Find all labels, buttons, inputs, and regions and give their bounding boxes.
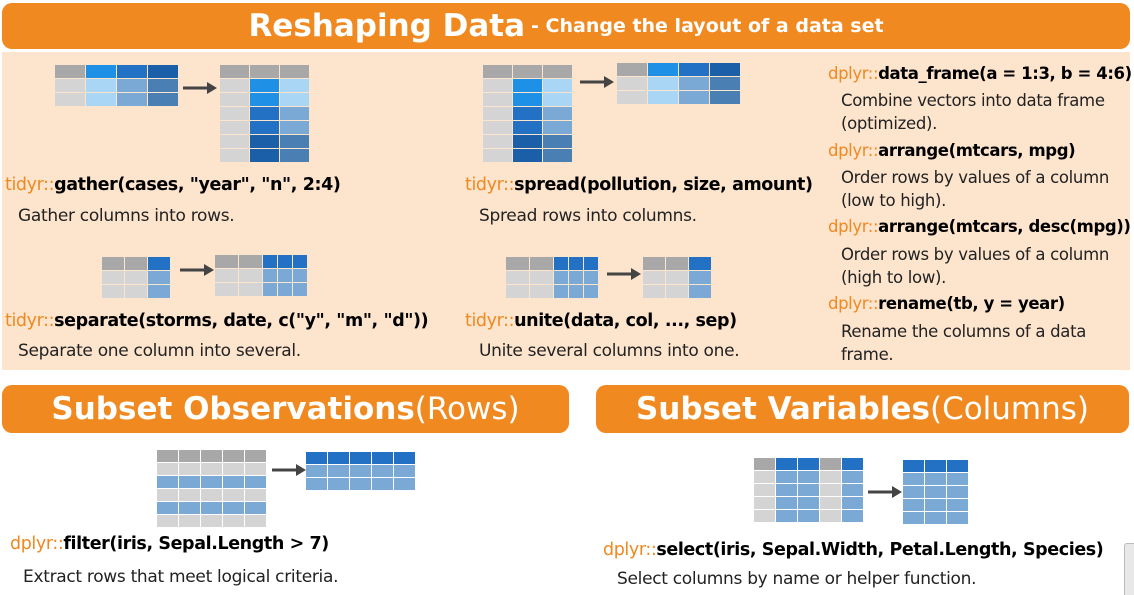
- function-name: rename: [878, 294, 947, 313]
- select-input-table: [754, 458, 863, 522]
- unite-desc: Unite several columns into one.: [479, 341, 740, 361]
- reshaping-title: Reshaping Data: [248, 8, 526, 44]
- arrange-desc-code: dplyr::arrange(mtcars, desc(mpg)): [828, 217, 1131, 236]
- data-frame-code: dplyr::data_frame(a = 1:3, b = 4:6): [828, 64, 1132, 83]
- unite-arrow-icon: [607, 268, 641, 280]
- reshaping-subtitle: - Change the layout of a data set: [531, 15, 884, 37]
- separate-desc: Separate one column into several.: [18, 341, 301, 361]
- pkg-prefix: tidyr::: [5, 311, 55, 331]
- spread-code: tidyr::spread(pollution, size, amount): [465, 175, 813, 195]
- function-name: gather: [54, 175, 118, 195]
- function-name: data_frame: [878, 64, 980, 83]
- separate-code: tidyr::separate(storms, date, c("y", "m"…: [5, 311, 429, 331]
- select-arrow-icon: [868, 486, 902, 498]
- filter-desc: Extract rows that meet logical criteria.: [23, 567, 339, 587]
- function-args: (mtcars, mpg): [948, 141, 1076, 160]
- arrange-desc: Order rows by values of a column (low to…: [841, 168, 1110, 210]
- function-args: (mtcars, desc(mpg)): [948, 217, 1131, 236]
- subset-cols-banner: Subset Variables (Columns): [596, 385, 1129, 433]
- function-args: (iris, Sepal.Width, Petal.Length, Specie…: [712, 540, 1104, 560]
- function-name: arrange: [878, 217, 949, 236]
- function-name: separate: [54, 311, 139, 331]
- pkg-prefix: dplyr::: [828, 294, 879, 313]
- filter-output-table: [306, 452, 415, 490]
- subset-rows-banner: Subset Observations (Rows): [2, 385, 569, 433]
- subset-rows-subtitle: (Rows): [414, 391, 520, 427]
- function-name: select: [656, 540, 713, 560]
- function-name: filter: [63, 534, 110, 554]
- select-desc: Select columns by name or helper functio…: [617, 569, 977, 589]
- gather-output-table: [220, 65, 309, 162]
- unite-code: tidyr::unite(data, col, ..., sep): [465, 311, 737, 331]
- function-args: (pollution, size, amount): [579, 175, 813, 195]
- gather-arrow-icon: [183, 82, 217, 94]
- function-args: (cases, "year", "n", 2:4): [117, 175, 341, 195]
- separate-input-table: [102, 257, 170, 298]
- arrange-code: dplyr::arrange(mtcars, mpg): [828, 141, 1076, 160]
- select-output-table: [903, 460, 968, 524]
- function-args: (tb, y = year): [946, 294, 1065, 313]
- scrollbar-handle[interactable]: [1124, 543, 1134, 595]
- separate-arrow-icon: [180, 264, 214, 276]
- spread-arrow-icon: [580, 76, 614, 88]
- filter-arrow-icon: [272, 464, 306, 476]
- rename-desc: Rename the columns of a data frame.: [841, 322, 1087, 364]
- function-args: (a = 1:3, b = 4:6): [979, 64, 1132, 83]
- unite-input-table: [506, 257, 598, 298]
- gather-input-table: [55, 65, 178, 106]
- arrange-desc-desc: Order rows by values of a column (high t…: [841, 245, 1110, 287]
- spread-input-table: [483, 65, 572, 162]
- pkg-prefix: dplyr::: [10, 534, 64, 554]
- gather-code: tidyr::gather(cases, "year", "n", 2:4): [5, 175, 341, 195]
- pkg-prefix: dplyr::: [603, 540, 657, 560]
- function-name: unite: [514, 311, 564, 331]
- function-args: (iris, Sepal.Length > 7): [109, 534, 329, 554]
- spread-desc: Spread rows into columns.: [479, 206, 697, 226]
- function-name: spread: [514, 175, 580, 195]
- spread-output-table: [617, 63, 740, 104]
- pkg-prefix: tidyr::: [465, 175, 515, 195]
- pkg-prefix: tidyr::: [5, 175, 55, 195]
- gather-desc: Gather columns into rows.: [18, 206, 235, 226]
- subset-cols-title: Subset Variables: [635, 391, 930, 427]
- separate-output-table: [215, 255, 307, 296]
- unite-output-table: [643, 257, 711, 298]
- data-frame-desc: Combine vectors into data frame (optimiz…: [841, 91, 1105, 133]
- pkg-prefix: dplyr::: [828, 64, 879, 83]
- pkg-prefix: tidyr::: [465, 311, 515, 331]
- pkg-prefix: dplyr::: [828, 217, 879, 236]
- function-args: (data, col, ..., sep): [563, 311, 737, 331]
- rename-code: dplyr::rename(tb, y = year): [828, 294, 1065, 313]
- select-code: dplyr::select(iris, Sepal.Width, Petal.L…: [603, 540, 1104, 560]
- filter-code: dplyr::filter(iris, Sepal.Length > 7): [10, 534, 329, 554]
- filter-input-table: [157, 450, 266, 527]
- function-args: (storms, date, c("y", "m", "d")): [138, 311, 429, 331]
- reshaping-banner: Reshaping Data - Change the layout of a …: [2, 3, 1130, 49]
- pkg-prefix: dplyr::: [828, 141, 879, 160]
- function-name: arrange: [878, 141, 949, 160]
- subset-rows-title: Subset Observations: [51, 391, 415, 427]
- subset-cols-subtitle: (Columns): [929, 391, 1090, 427]
